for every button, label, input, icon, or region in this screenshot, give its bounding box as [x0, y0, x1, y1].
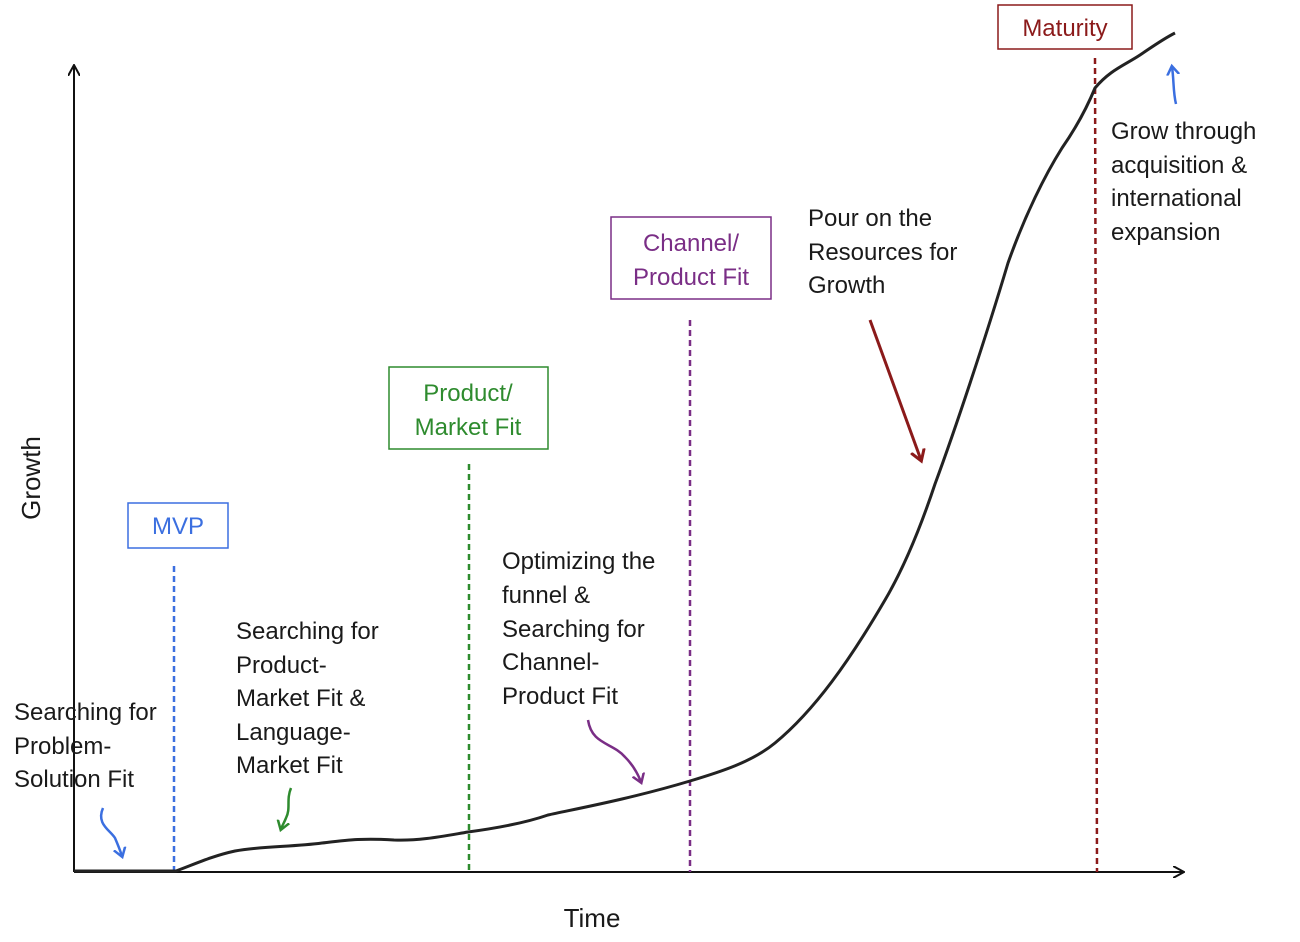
mvp-box-label: MVP	[152, 513, 204, 540]
problem-solution-arrow	[99, 807, 122, 856]
mvp-box	[127, 502, 229, 549]
product-market-fit-box	[388, 366, 549, 450]
acquisition-annotation: Grow through acquisition & international…	[1111, 118, 1263, 246]
x-axis-title: Time	[564, 903, 621, 933]
product-market-search-annotation: Searching for Product- Market Fit & Lang…	[236, 618, 385, 779]
resources-arrow	[868, 319, 921, 460]
growth-curve	[74, 31, 1176, 873]
funnel-arrow	[586, 719, 641, 782]
resources-annotation: Pour on the Resources for Growth	[808, 205, 964, 299]
maturity-box	[997, 4, 1133, 50]
channel-product-fit-box-label-1: Channel/	[643, 230, 739, 257]
problem-solution-annotation: Searching for Problem- Solution Fit	[14, 699, 163, 793]
y-axis-title: Growth	[16, 436, 46, 520]
channel-product-fit-box-label-2: Product Fit	[633, 264, 749, 291]
funnel-annotation: Optimizing the funnel & Searching for Ch…	[502, 548, 662, 710]
channel-product-fit-box	[610, 216, 772, 300]
product-market-search-arrow	[281, 787, 293, 829]
product-market-fit-box-label-2: Market Fit	[415, 414, 522, 441]
product-market-fit-box-label-1: Product/	[423, 380, 513, 407]
maturity-box-label: Maturity	[1022, 15, 1107, 42]
acquisition-arrow	[1172, 67, 1176, 105]
maturity-dashed-line	[1093, 57, 1099, 873]
